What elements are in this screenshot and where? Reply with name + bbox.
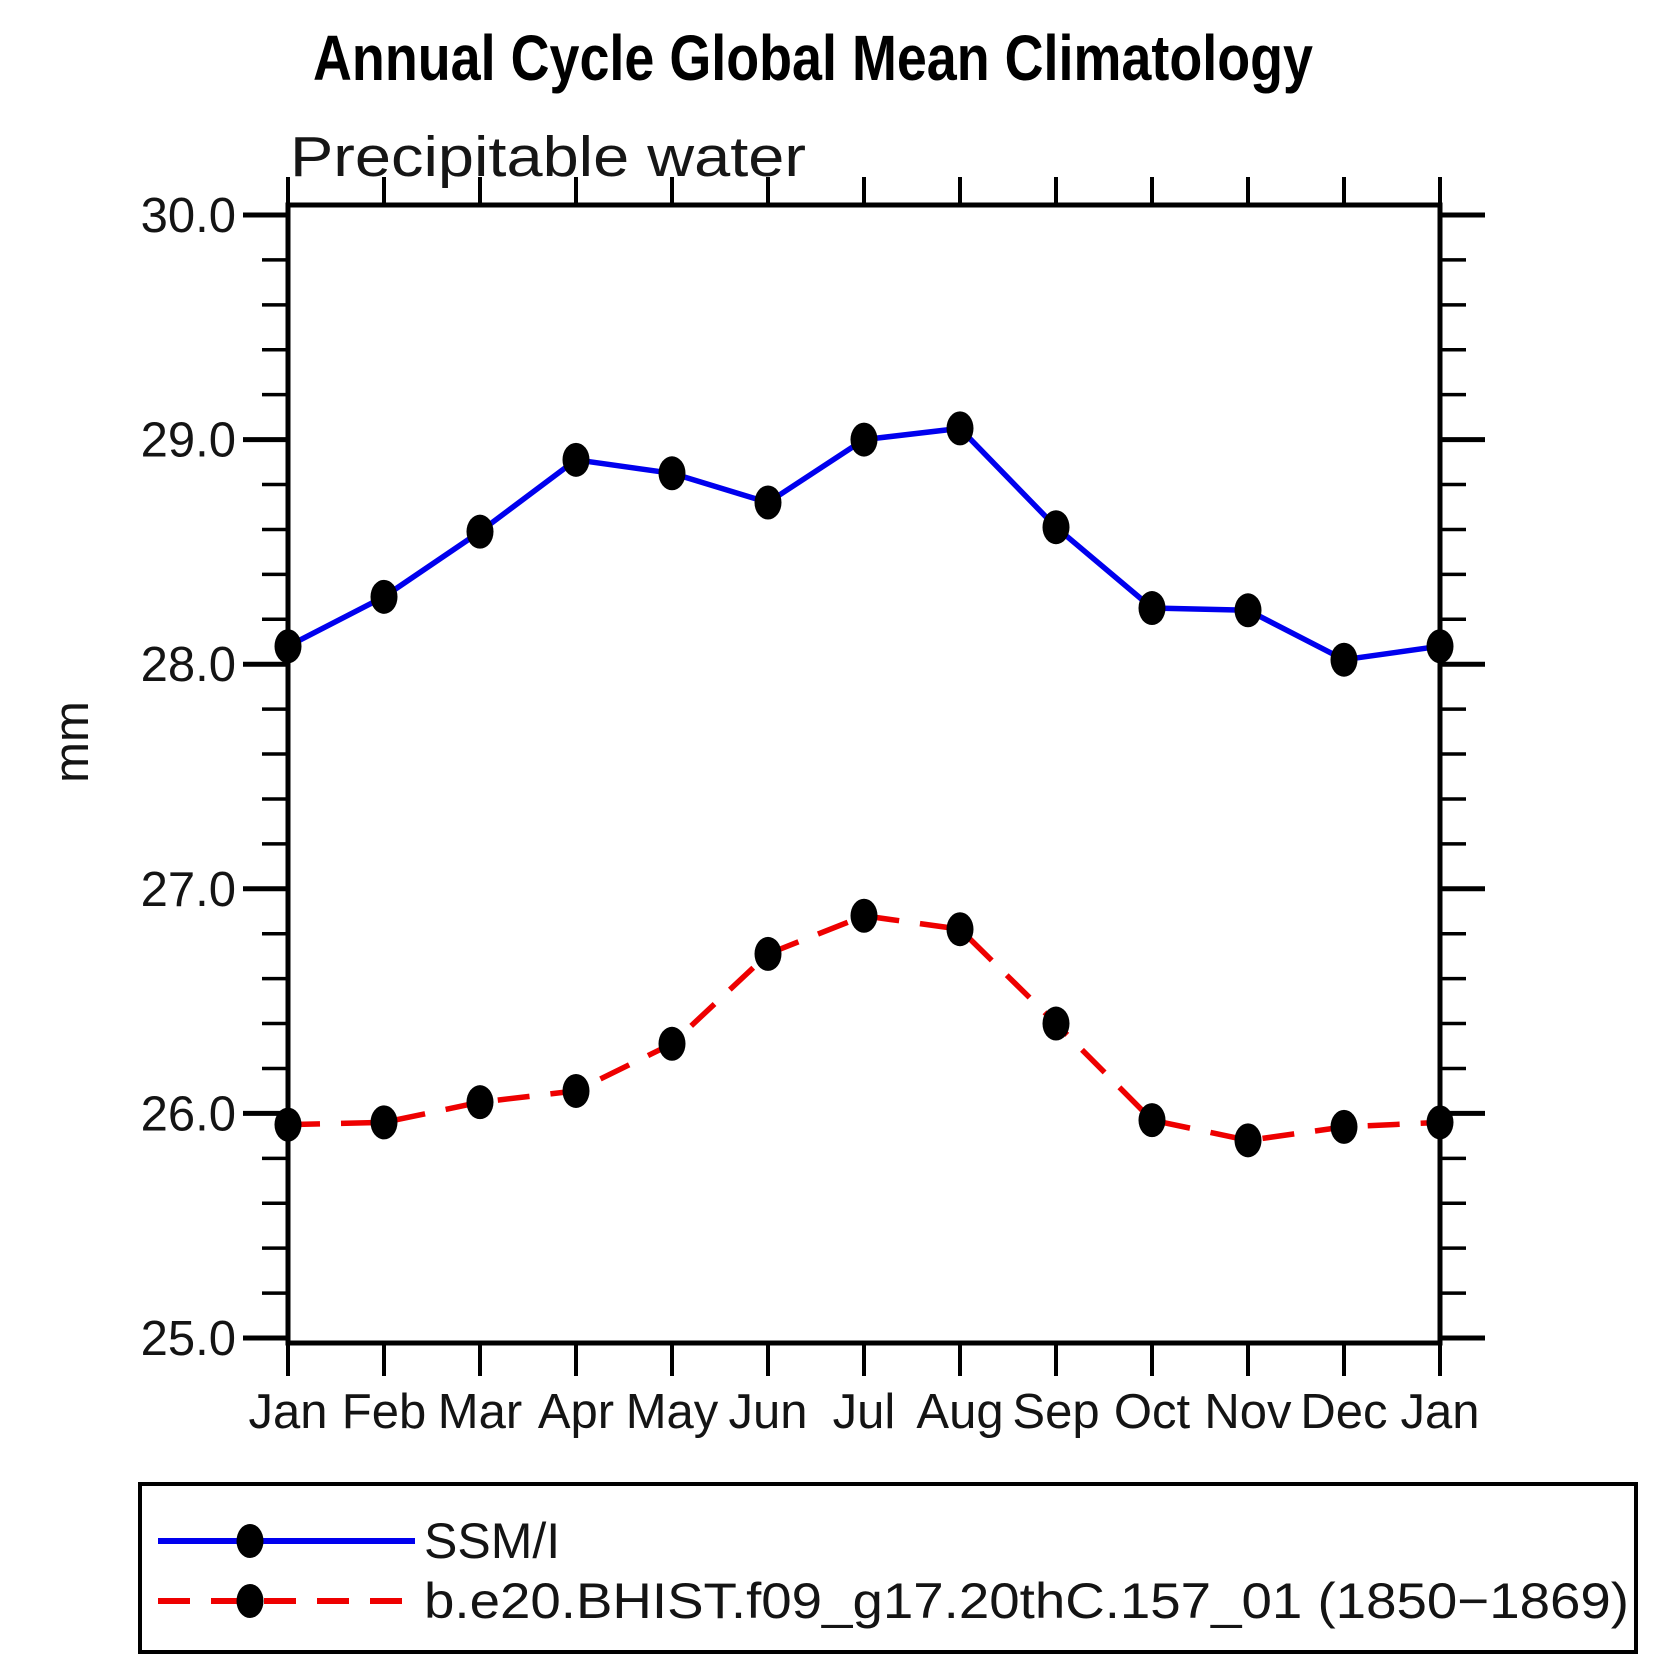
x-tick-label: Nov xyxy=(1204,1385,1292,1439)
y-tick-label: 25.0 xyxy=(141,1312,236,1366)
y-tick-label: 28.0 xyxy=(141,638,236,692)
data-point-marker-series-1 xyxy=(1042,1006,1070,1041)
x-tick-label: May xyxy=(626,1385,719,1439)
data-point-marker-series-0 xyxy=(1042,510,1070,545)
data-point-marker-series-0 xyxy=(466,514,494,549)
legend-marker-dot-model xyxy=(236,1584,264,1618)
data-point-marker-series-0 xyxy=(1330,642,1358,677)
data-point-marker-series-0 xyxy=(754,485,782,520)
x-tick-label: Jan xyxy=(1400,1385,1479,1439)
data-point-marker-series-1 xyxy=(1330,1109,1358,1144)
data-point-marker-series-1 xyxy=(370,1105,398,1140)
data-point-marker-series-0 xyxy=(946,411,974,446)
x-tick-label: Mar xyxy=(438,1385,522,1439)
y-axis-label: mm xyxy=(45,701,99,783)
data-point-marker-series-1 xyxy=(562,1073,590,1108)
data-point-marker-series-1 xyxy=(1138,1103,1166,1138)
x-tick-label: Jun xyxy=(728,1385,807,1439)
legend: SSM/I b.e20.BHIST.f09_g17.20thC.157_01 (… xyxy=(138,1482,1638,1654)
x-tick-label: Jul xyxy=(833,1385,896,1439)
x-tick-label: Feb xyxy=(342,1385,426,1439)
data-point-marker-series-1 xyxy=(946,912,974,947)
plot-frame xyxy=(285,202,1443,1346)
data-point-marker-series-0 xyxy=(850,422,878,457)
data-point-marker-series-0 xyxy=(1234,593,1262,628)
chart-subtitle: Precipitable water xyxy=(290,125,806,189)
x-tick-label: Jan xyxy=(248,1385,327,1439)
legend-box xyxy=(138,1482,1638,1654)
data-point-marker-series-0 xyxy=(274,629,302,664)
data-point-marker-series-0 xyxy=(1138,591,1166,626)
data-point-marker-series-1 xyxy=(274,1107,302,1142)
data-point-marker-series-1 xyxy=(1234,1123,1262,1158)
x-tick-label: Dec xyxy=(1300,1385,1387,1439)
x-tick-label: Sep xyxy=(1012,1385,1099,1439)
data-point-marker-series-0 xyxy=(562,442,590,477)
y-tick-label: 26.0 xyxy=(141,1087,236,1141)
data-point-marker-series-0 xyxy=(1426,629,1454,664)
data-point-marker-series-1 xyxy=(754,936,782,971)
data-point-marker-series-1 xyxy=(466,1085,494,1120)
series-line-1 xyxy=(287,913,1441,1144)
data-point-marker-series-0 xyxy=(370,579,398,614)
legend-label-model: b.e20.BHIST.f09_g17.20thC.157_01 (1850−1… xyxy=(424,1573,1629,1629)
data-point-marker-series-1 xyxy=(1426,1105,1454,1140)
y-tick-label: 29.0 xyxy=(141,414,236,468)
chart-title: Annual Cycle Global Mean Climatology xyxy=(313,22,1313,94)
x-tick-label: Oct xyxy=(1114,1385,1191,1439)
x-tick-label: Aug xyxy=(916,1385,1003,1439)
y-tick-label: 30.0 xyxy=(141,189,236,243)
data-point-marker-series-0 xyxy=(658,456,686,491)
data-point-marker-series-1 xyxy=(850,898,878,933)
legend-marker-dot-ssmi xyxy=(236,1524,264,1558)
legend-label-ssmi: SSM/I xyxy=(424,1513,560,1569)
x-tick-label: Apr xyxy=(538,1385,614,1439)
series-line-0 xyxy=(286,425,1441,663)
y-tick-label: 27.0 xyxy=(141,863,236,917)
data-point-marker-series-1 xyxy=(658,1026,686,1061)
